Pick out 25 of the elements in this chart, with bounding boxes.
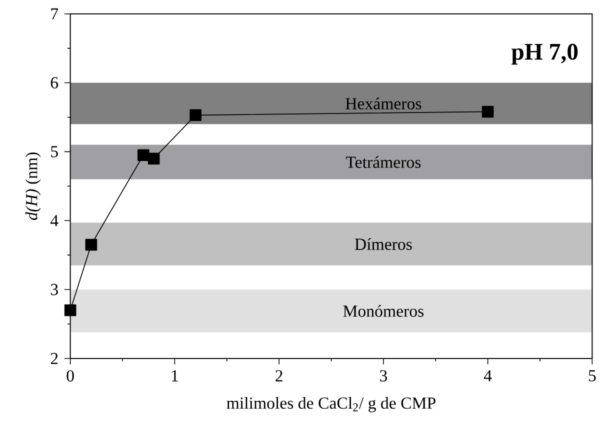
y-tick-label: 2 [50,353,58,364]
point [190,109,202,122]
x-tick-label: 4 [484,370,492,382]
x-tick-label: 1 [172,370,178,382]
point [85,239,98,251]
band-label: Tetrámeros [346,156,421,168]
point [137,149,150,162]
annotation: pH 7,0 [511,44,578,65]
y-tick-label: 4 [50,215,58,226]
y-tick-label: 3 [50,284,58,296]
x-axis-title: milimoles de CaCl$_{2}$/ g de CMP [226,397,436,412]
x-tick-label: 0 [66,370,74,382]
x-tick-label: 5 [588,370,596,382]
band-label: Hexámeros [346,98,422,110]
y-tick-label: 6 [50,77,58,89]
band-label: Monómeros [343,305,424,318]
y-tick-label: 5 [51,146,58,158]
point [64,304,76,316]
point [148,152,160,165]
band-label: Dímeros [354,238,412,250]
point [482,106,494,118]
y-axis-title: d(H) (nm) [25,152,41,220]
y-tick-label: 7 [51,8,58,20]
x-tick-label: 2 [276,370,282,382]
x-tick-label: 3 [380,370,387,382]
